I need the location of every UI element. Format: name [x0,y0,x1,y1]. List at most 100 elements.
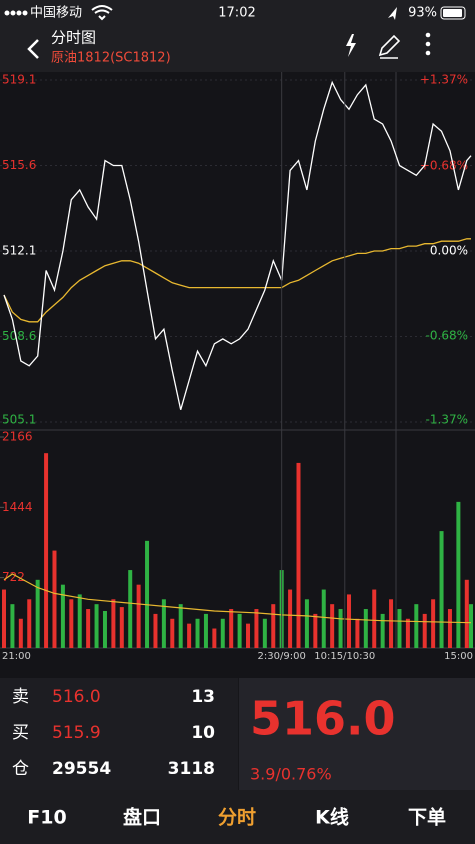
volume-bar [77,594,82,648]
charts: 519.1 515.6 512.1 508.6 505.1 +1.37% +0.68% 0.0… [0,72,475,662]
volume-bar [296,462,301,648]
volume-bar [229,609,234,648]
y-tick-label: 515.6 [2,158,36,172]
volume-bar [145,540,150,648]
volume-bar [338,609,343,648]
volume-bar [405,618,410,648]
volume-bar [102,610,107,648]
volume-bar [304,599,309,648]
instrument-name: 原油1812(SC1812) [51,51,171,66]
volume-bar [397,609,402,648]
x-tick-label: 2:30/9:00 [258,651,306,662]
y-tick-label: 508.6 [2,329,36,343]
row-label: 买 [12,723,29,743]
volume-bar [111,599,116,648]
page-title: 分时图 [51,29,96,47]
tab[interactable]: 下单 [408,806,446,829]
flash-button[interactable] [346,34,356,57]
y2-tick-label: -1.37% [426,413,468,427]
volume-bar [128,570,133,648]
volume-bar [422,613,427,648]
volume-bar [69,599,74,648]
volume-bar [119,607,124,648]
volume-bar [288,589,293,648]
battery-icon [440,6,466,20]
tab[interactable]: 分时 [218,807,256,829]
volume-bar [60,584,65,648]
more-button[interactable] [425,32,431,56]
chart-area [0,72,475,678]
clock: 17:02 [218,6,255,21]
tab[interactable]: F10 [27,807,66,829]
volume-bar [195,618,200,648]
volume-bar [469,604,473,648]
edit-button[interactable] [378,34,401,59]
volume-bar [321,589,326,648]
volume-bar [161,599,166,648]
volume-bar [431,599,436,648]
volume-bar [271,604,276,648]
volume-bar [237,613,242,648]
row-volume: 10 [191,723,215,743]
y-tick-label: 1444 [2,500,33,514]
y-tick-label: 2166 [2,430,33,444]
tab[interactable]: 盘口 [123,806,161,829]
row-label: 仓 [12,759,29,779]
volume-bar [464,579,469,648]
signal-icon [4,10,28,16]
x-tick-label: 10:15/10:30 [314,651,375,662]
row-price: 516.0 [52,687,101,707]
volume-bar [439,531,444,648]
volume-bar [44,453,49,648]
volume-bar [262,618,267,648]
tab[interactable]: K线 [315,806,349,829]
row-volume: 3118 [168,759,215,779]
volume-bar [220,618,225,648]
battery-text: 93% [408,6,437,21]
tabs: F10 盘口 分时 K线 下单 [27,806,446,829]
row-label: 卖 [12,687,29,707]
volume-bar [18,618,23,648]
volume-bar [35,579,40,648]
volume-bar [170,618,175,648]
price-change: 3.9/0.76% [250,765,332,784]
quote-panel: 卖 516.0 13 买 515.9 10 仓 29554 3118 [12,687,215,779]
volume-bar [447,609,452,648]
volume-bar [203,613,208,648]
price-line [3,80,472,410]
volume-bar [330,604,335,648]
y-tick-label: 519.1 [2,73,36,87]
row-volume: 13 [191,687,215,707]
volume-bar [178,604,183,648]
volume-bar [346,594,351,648]
quote-left [0,678,238,790]
volume-bar [136,584,141,648]
quote-right [239,678,475,790]
volume-bar [254,609,259,648]
volume-bar [153,613,158,648]
wifi-icon [91,5,113,21]
volume-bar [86,609,91,648]
y2-tick-label: +1.37% [420,73,468,87]
battery-level [443,9,462,17]
volume-bar [10,604,15,648]
location-icon [388,7,397,20]
back-button[interactable] [27,39,39,59]
volume-bar [389,599,394,648]
volume-bar [456,501,461,648]
tab-bar [0,790,475,844]
y-tick-label: 505.1 [2,413,36,427]
volume-bar [355,618,360,648]
volume-bar [313,613,318,648]
volume-bar [212,628,217,648]
avg-price-line [3,238,471,323]
volume-bar [372,589,377,648]
y2-tick-label: +0.68% [420,159,468,173]
y2-tick-label: -0.68% [426,328,468,342]
y-tick-label: 512.1 [2,244,36,258]
row-price: 515.9 [52,723,101,743]
x-tick-label: 21:00 [2,651,31,662]
x-tick-label: 15:00 [444,651,473,662]
volume-bar [380,613,385,648]
